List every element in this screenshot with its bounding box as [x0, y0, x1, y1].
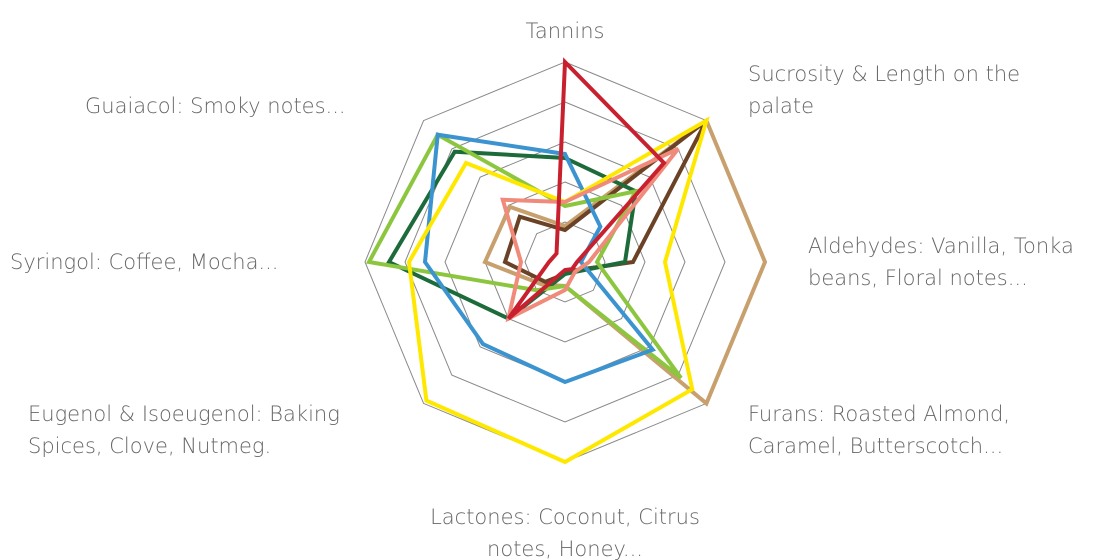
axis-label: Eugenol & Isoeugenol: Baking Spices, Clov… — [28, 402, 340, 458]
axis-label: Sucrosity & Length on the palate — [748, 62, 1020, 118]
axis-label-line: Lactones: Coconut, Citrus — [430, 505, 700, 529]
axis-label-line: Caramel, Butterscotch... — [748, 434, 1003, 458]
series-line — [422, 132, 657, 385]
series-line — [506, 57, 667, 321]
axis-label: Aldehydes: Vanilla, Tonka beans, Floral n… — [808, 234, 1074, 290]
axis-label-line: Spices, Clove, Nutmeg. — [28, 434, 271, 458]
axis-label-line: Aldehydes: Vanilla, Tonka — [808, 234, 1074, 258]
axis-label-line: Eugenol & Isoeugenol: Baking — [28, 402, 340, 426]
axis-label-line: Sucrosity & Length on the — [748, 62, 1020, 86]
axis-label-line: Tannins — [526, 19, 605, 43]
series-line — [500, 147, 680, 323]
axis-label: Lactones: Coconut, Citrus notes, Honey... — [430, 505, 700, 560]
axis-label-line: notes, Honey... — [487, 537, 643, 560]
axis-label: Furans: Roasted Almond, Caramel, Buttersc… — [748, 402, 1010, 458]
axis-label: Tannins — [526, 19, 605, 43]
axis-label-line: palate — [748, 94, 814, 118]
axis-label-line: Furans: Roasted Almond, — [748, 402, 1010, 426]
axis-label-line: Syringol: Coffee, Mocha... — [10, 250, 278, 274]
series-line — [406, 116, 710, 465]
axis-label-line: Guaiacol: Smoky notes... — [85, 94, 346, 118]
axis-label: Syringol: Coffee, Mocha... — [10, 250, 278, 274]
axis-label: Guaiacol: Smoky notes... — [85, 94, 346, 118]
axis-label-line: beans, Floral notes... — [808, 266, 1028, 290]
grid-ring — [524, 221, 606, 303]
